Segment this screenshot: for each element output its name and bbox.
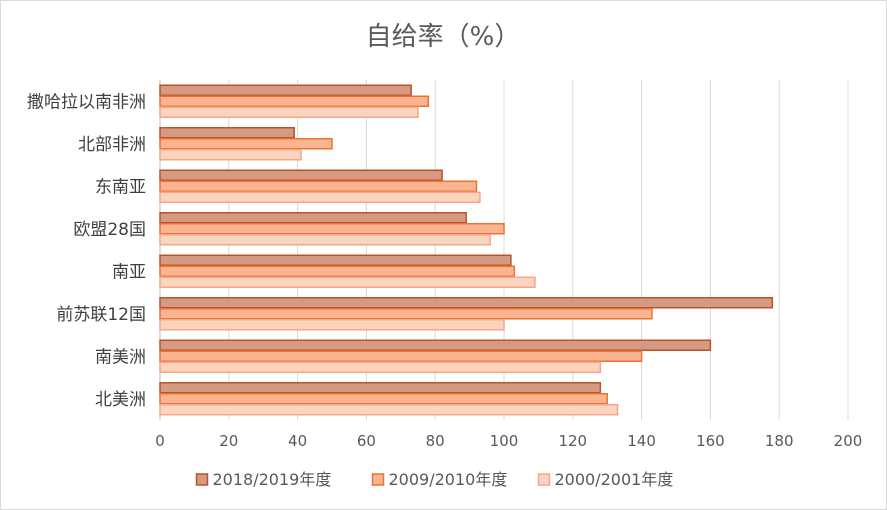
bar: [159, 308, 653, 320]
chart-title: 自给率（%）: [366, 22, 521, 52]
category-label: 南亚: [112, 262, 146, 282]
bar: [159, 212, 467, 224]
x-tick-labels: 0 20 40 60 80 100 120 140 160 180 200: [155, 432, 862, 450]
bar: [159, 191, 481, 203]
bar: [159, 95, 430, 107]
bars-group: [159, 84, 774, 416]
category-label: 欧盟28国: [73, 220, 146, 240]
legend-label: 2000/2001年度: [555, 470, 674, 489]
legend-label: 2018/2019年度: [213, 470, 332, 489]
bar: [159, 339, 712, 351]
bar: [159, 319, 505, 331]
category-label: 前苏联12国: [56, 305, 146, 325]
bar: [159, 254, 512, 266]
x-tick-label: 40: [288, 432, 307, 450]
category-label: 北部非洲: [78, 135, 146, 155]
bar: [159, 223, 505, 235]
x-tick-label: 140: [627, 432, 656, 450]
x-tick-label: 180: [765, 432, 794, 450]
bar: [159, 297, 774, 309]
category-label: 南美洲: [95, 347, 146, 367]
bar: [159, 84, 412, 96]
legend: 2018/2019年度 2009/2010年度 2000/2001年度: [195, 470, 674, 489]
bar: [159, 127, 295, 139]
bar: [159, 404, 619, 416]
legend-swatch: [537, 473, 551, 486]
x-tick-label: 20: [219, 432, 238, 450]
x-tick-label: 200: [834, 432, 863, 450]
legend-label: 2009/2010年度: [389, 470, 508, 489]
bar: [159, 265, 516, 277]
bar: [159, 169, 443, 181]
x-tick-label: 100: [490, 432, 519, 450]
bar: [159, 350, 643, 362]
legend-swatch: [371, 473, 385, 486]
bar: [159, 138, 333, 150]
category-label: 北美洲: [95, 390, 146, 410]
x-tick-label: 60: [357, 432, 376, 450]
bar: [159, 149, 302, 161]
x-tick-label: 80: [426, 432, 445, 450]
bar: [159, 382, 602, 394]
category-label: 东南亚: [95, 177, 146, 197]
bar: [159, 393, 608, 405]
x-tick-label: 160: [696, 432, 725, 450]
bar: [159, 234, 491, 246]
x-tick-label: 0: [155, 432, 165, 450]
legend-swatch: [195, 473, 209, 486]
bar: [159, 106, 419, 118]
bar: [159, 276, 536, 288]
category-label: 撒哈拉以南非洲: [27, 92, 146, 112]
bar: [159, 180, 478, 192]
bar: [159, 361, 602, 373]
x-tick-label: 120: [558, 432, 587, 450]
